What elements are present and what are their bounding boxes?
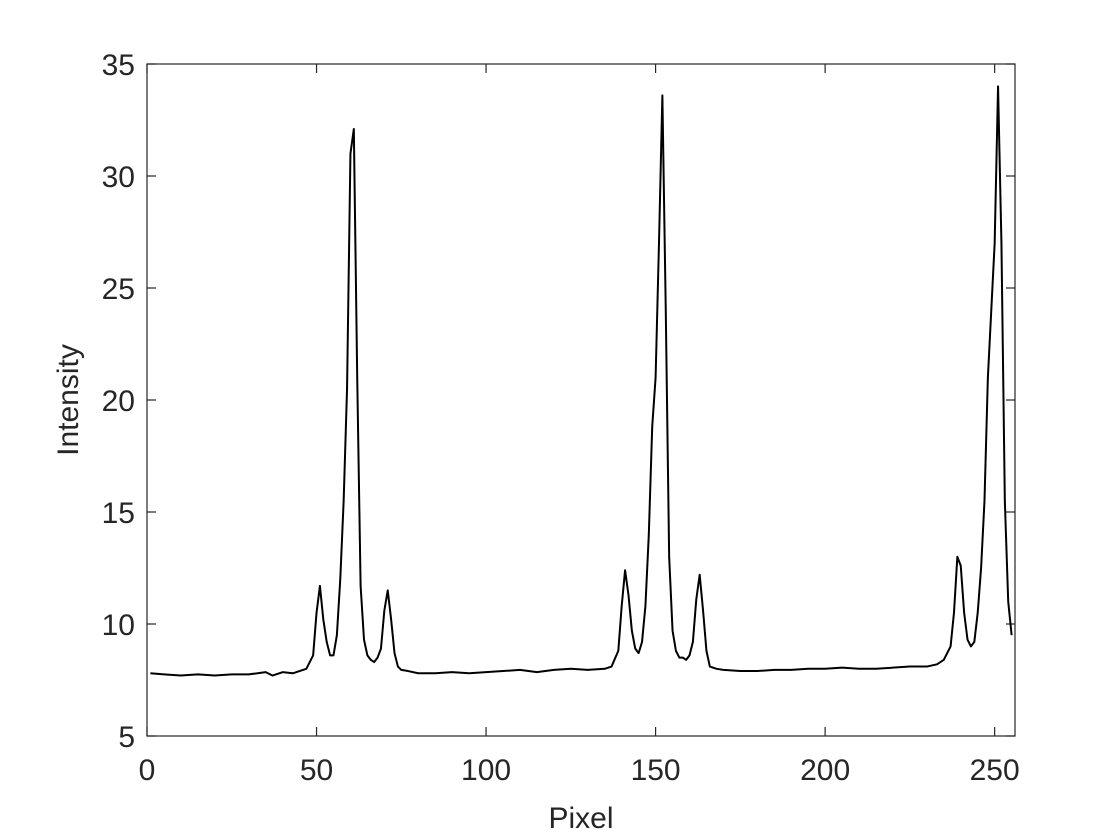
x-tick-label: 0 <box>139 754 156 787</box>
y-axis-label: Intensity <box>52 344 85 456</box>
y-tick-label: 15 <box>102 497 135 530</box>
y-tick-label: 5 <box>118 721 135 754</box>
y-tick-label: 10 <box>102 609 135 642</box>
x-tick-label: 150 <box>631 754 681 787</box>
x-axis-label: Pixel <box>548 802 613 835</box>
y-tick-label: 25 <box>102 273 135 306</box>
x-tick-label: 200 <box>800 754 850 787</box>
plot-box <box>146 63 1016 737</box>
x-tick-label: 250 <box>970 754 1020 787</box>
data-line <box>150 85 1013 677</box>
x-tick-label: 50 <box>300 754 333 787</box>
y-tick-label: 20 <box>102 385 135 418</box>
y-tick-label: 30 <box>102 161 135 194</box>
y-tick-label: 35 <box>102 49 135 82</box>
x-tick-label: 100 <box>461 754 511 787</box>
